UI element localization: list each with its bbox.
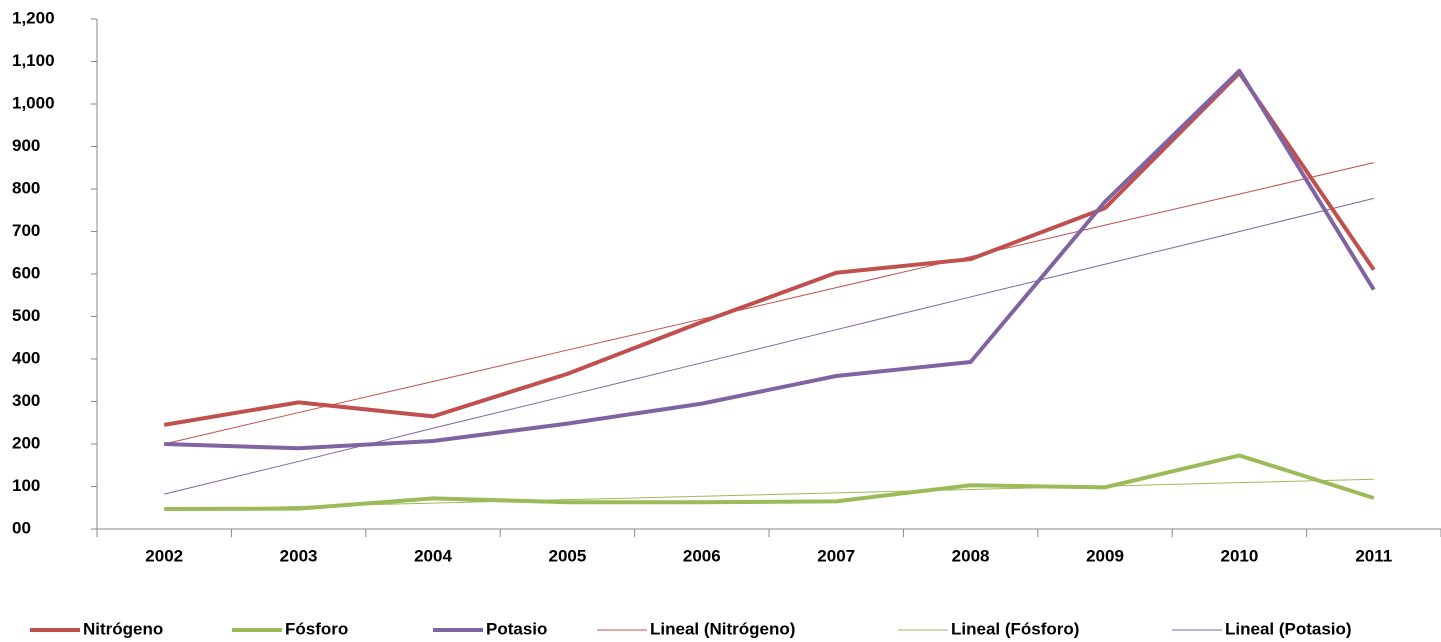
y-tick-label: 00 (12, 518, 31, 537)
y-tick-label: 400 (12, 348, 40, 367)
legend-label: Lineal (Potasio) (1225, 619, 1352, 638)
y-tick-label: 300 (12, 391, 40, 410)
series-line (164, 68, 1376, 451)
y-tick-label: 800 (12, 178, 40, 197)
x-tick-label: 2005 (548, 546, 586, 565)
series-line (163, 70, 1376, 427)
y-tick-label: 200 (12, 433, 40, 452)
x-tick-label: 2007 (817, 546, 855, 565)
legend-label: Lineal (Nitrógeno) (650, 619, 795, 638)
y-tick-label: 700 (12, 221, 40, 240)
x-tick-label: 2006 (683, 546, 721, 565)
legend-label: Potasio (486, 619, 547, 638)
y-tick-label: 1,000 (12, 93, 55, 112)
x-tick-label: 2003 (280, 546, 318, 565)
series-line (164, 453, 1375, 512)
y-tick-label: 100 (12, 476, 40, 495)
x-tick-label: 2002 (145, 546, 183, 565)
y-tick-label: 500 (12, 306, 40, 325)
x-tick-label: 2010 (1220, 546, 1258, 565)
legend-label: Fósforo (285, 619, 348, 638)
y-tick-label: 1,200 (12, 8, 55, 27)
legend-label: Lineal (Fósforo) (951, 619, 1079, 638)
legend-label: Nitrógeno (83, 619, 163, 638)
x-tick-label: 2011 (1355, 546, 1392, 565)
x-tick-label: 2004 (414, 546, 452, 565)
x-tick-label: 2009 (1086, 546, 1124, 565)
y-tick-label: 1,100 (12, 51, 55, 70)
x-tick-label: 2008 (952, 546, 990, 565)
series-line (164, 162, 1374, 445)
y-tick-label: 600 (12, 263, 40, 282)
y-tick-label: 900 (12, 136, 40, 155)
series-line (164, 197, 1374, 495)
